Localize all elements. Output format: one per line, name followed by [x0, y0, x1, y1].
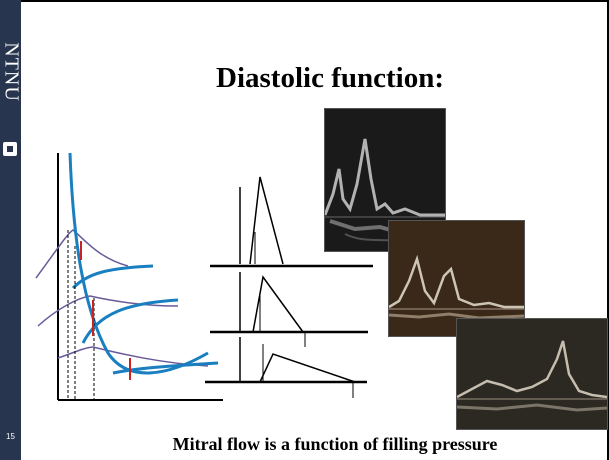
- profile-1-triangle: [249, 176, 284, 265]
- doppler-trace-3: [457, 319, 607, 429]
- ntnu-emblem-icon: [3, 142, 17, 156]
- purple-curve-1: [35, 229, 129, 279]
- blue-rise-curve-1: [71, 264, 154, 290]
- blue-rise-curve-3: [112, 361, 219, 375]
- profile-3-triangle: [259, 353, 356, 383]
- slide-caption: Mitral flow is a function of filling pre…: [172, 434, 498, 454]
- purple-curve-3: [57, 346, 209, 367]
- logo-text: NTNU: [0, 42, 22, 102]
- pressure-curves-diagram: [35, 152, 223, 401]
- doppler-trace-2: [389, 221, 524, 336]
- doppler-image-2: [388, 220, 525, 337]
- flow-profile-diagram: [205, 176, 373, 398]
- purple-curve-2: [37, 295, 179, 327]
- slide-number: 15: [6, 432, 15, 441]
- doppler-image-3: [456, 318, 608, 430]
- right-border: [607, 0, 609, 460]
- profile-2-triangle: [252, 275, 304, 333]
- blue-rise-curve-2: [81, 298, 179, 344]
- blue-decay-curve: [68, 152, 209, 375]
- sidebar: NTNU 15: [0, 0, 22, 460]
- slide-title: Diastolic function:: [216, 62, 444, 94]
- top-border: [0, 0, 609, 2]
